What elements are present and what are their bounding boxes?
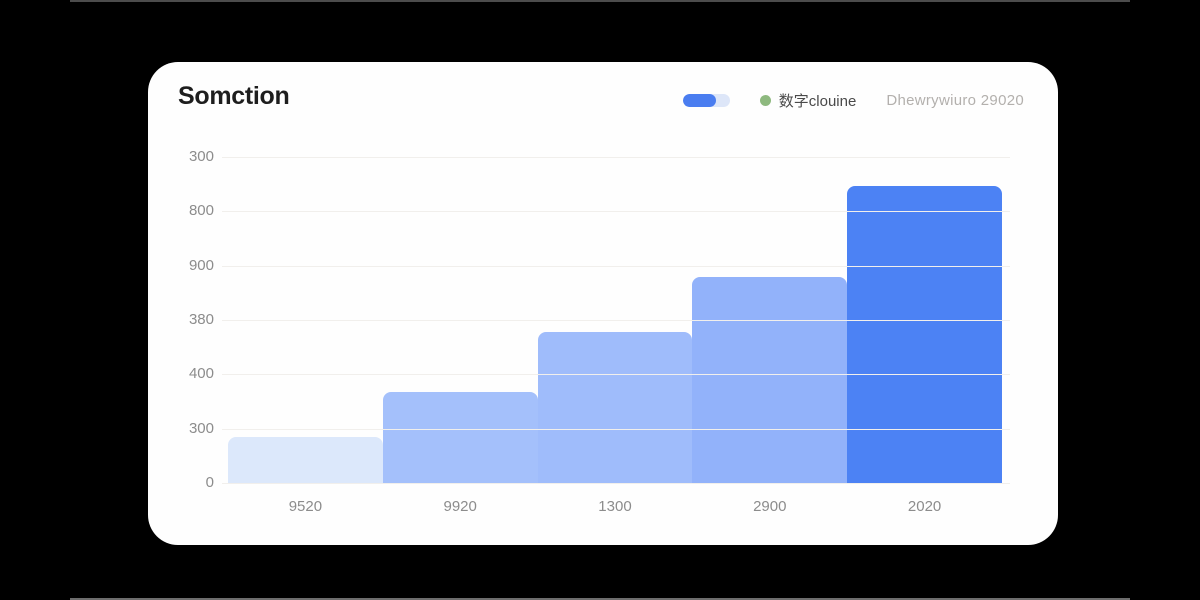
bar-9520 (228, 437, 383, 483)
legend-series-label: 数字clouine (778, 92, 857, 110)
x-tick-label: 9920 (443, 498, 477, 515)
y-tick-label: 900 (188, 256, 214, 274)
y-tick-label: 400 (188, 365, 214, 383)
bar-2900 (692, 276, 848, 483)
gridline (222, 374, 1010, 376)
y-tick-label: 300 (188, 148, 214, 165)
gridline (222, 157, 1010, 158)
screen-top-edge-line (70, 0, 1130, 2)
x-tick-label: 2020 (907, 498, 942, 515)
x-tick-label: 1300 (598, 498, 632, 515)
bars-row (228, 157, 1002, 483)
bar-1300 (537, 332, 693, 483)
chart-title: Somction (178, 82, 290, 110)
gridline (222, 320, 1010, 321)
y-tick-label: 0 (205, 474, 214, 491)
legend-dot-icon (759, 94, 771, 106)
legend-note-text: Dhewrywiuro 29020 (886, 91, 1024, 109)
y-tick-label: 800 (188, 202, 214, 220)
gridline (222, 265, 1010, 267)
chart-card: Somction 数字clouine Dhewrywiuro 29020 300… (148, 62, 1058, 545)
gridline (222, 211, 1010, 213)
legend-toggle-pill[interactable] (682, 93, 730, 107)
y-axis-labels: 300 800 900 380 400 300 0 (148, 62, 214, 545)
screen-bottom-edge-line (70, 598, 1130, 600)
gridline (222, 483, 1010, 484)
chart-legend: 数字clouine Dhewrywiuro 29020 (682, 90, 1024, 111)
bar-2020 (847, 186, 1002, 483)
y-tick-label: 300 (188, 419, 214, 437)
gridline (222, 428, 1010, 430)
pill-fill (682, 93, 716, 107)
bar-9920 (382, 392, 538, 483)
x-tick-label: 9520 (288, 498, 323, 515)
plot-area (222, 157, 1010, 484)
y-tick-label: 380 (188, 311, 214, 328)
legend-series-item[interactable]: 数字clouine (759, 90, 857, 111)
x-tick-label: 2900 (753, 498, 787, 515)
x-axis-labels: 9520 9920 1300 2900 2020 (228, 498, 1002, 515)
